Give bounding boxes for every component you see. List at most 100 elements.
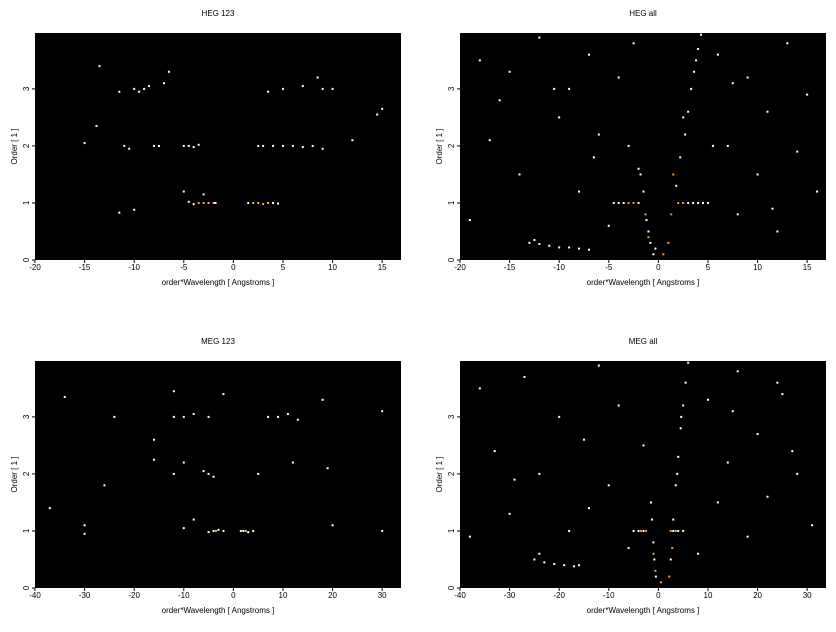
point: [706, 398, 709, 401]
point: [680, 415, 683, 418]
point: [281, 144, 284, 147]
point: [83, 524, 86, 527]
point: [553, 87, 556, 90]
point: [331, 524, 334, 527]
point: [128, 147, 131, 150]
point: [811, 524, 814, 527]
y-tick-label: 3: [447, 414, 456, 419]
point: [662, 253, 665, 256]
point: [682, 404, 685, 407]
point: [182, 415, 185, 418]
point: [508, 512, 511, 515]
point: [262, 203, 265, 206]
point: [597, 133, 600, 136]
point: [222, 529, 225, 532]
point: [207, 531, 210, 534]
point: [133, 87, 136, 90]
x-tick-label: -40: [454, 591, 466, 600]
panel-title: MEG all: [629, 337, 658, 346]
point: [468, 535, 471, 538]
x-tick-label: -15: [79, 263, 91, 272]
point: [498, 99, 501, 102]
point: [197, 201, 200, 204]
point: [573, 565, 576, 568]
x-tick-label: 20: [328, 591, 337, 600]
point: [153, 438, 156, 441]
plot-area: [35, 33, 401, 260]
point: [693, 70, 696, 73]
point: [796, 472, 799, 475]
point: [192, 203, 195, 206]
point: [627, 547, 630, 550]
point: [286, 413, 289, 416]
y-axis-label: Order [ 1 ]: [10, 456, 19, 492]
point: [568, 529, 571, 532]
point: [558, 116, 561, 119]
x-axis-label: order*Wavelength [ Angstroms ]: [162, 278, 275, 287]
point: [632, 529, 635, 532]
point: [597, 364, 600, 367]
point: [652, 552, 655, 555]
point: [247, 531, 250, 534]
point: [617, 404, 620, 407]
point: [316, 76, 319, 79]
y-tick-label: 2: [447, 471, 456, 476]
point: [212, 529, 215, 532]
point: [617, 201, 620, 204]
point: [766, 495, 769, 498]
point: [272, 201, 275, 204]
point: [277, 202, 280, 205]
point: [706, 201, 709, 204]
point: [118, 90, 121, 93]
point: [587, 53, 590, 56]
point: [277, 415, 280, 418]
x-tick-label: 0: [231, 263, 236, 272]
plot-area: [460, 361, 826, 588]
x-tick-label: -30: [79, 591, 91, 600]
point: [513, 478, 516, 481]
plot-area: [460, 33, 826, 260]
point: [726, 461, 729, 464]
point: [791, 450, 794, 453]
point: [687, 201, 690, 204]
x-tick-label: -10: [178, 591, 190, 600]
point: [746, 76, 749, 79]
point: [558, 246, 561, 249]
x-tick-label: -20: [128, 591, 140, 600]
point: [642, 190, 645, 193]
point: [697, 201, 700, 204]
point: [215, 529, 218, 532]
point: [548, 244, 551, 247]
point: [252, 201, 255, 204]
point: [267, 415, 270, 418]
point: [162, 82, 165, 85]
point: [736, 370, 739, 373]
point: [182, 461, 185, 464]
point: [257, 472, 260, 475]
point: [578, 247, 581, 250]
point: [702, 201, 705, 204]
x-axis-label: order*Wavelength [ Angstroms ]: [587, 606, 700, 615]
x-tick-label: 30: [803, 591, 812, 600]
x-tick-label: 15: [803, 263, 812, 272]
point: [281, 87, 284, 90]
point: [138, 90, 141, 93]
x-tick-label: -15: [504, 263, 516, 272]
point: [578, 190, 581, 193]
point: [675, 184, 678, 187]
point: [652, 253, 655, 256]
y-tick-label: 1: [22, 528, 31, 533]
point: [133, 208, 136, 211]
x-tick-label: -10: [553, 263, 565, 272]
point: [207, 415, 210, 418]
point: [776, 230, 779, 233]
point: [197, 143, 200, 146]
x-axis-label: order*Wavelength [ Angstroms ]: [587, 278, 700, 287]
point: [321, 87, 324, 90]
point: [645, 219, 648, 222]
point: [649, 501, 652, 504]
y-tick-label: 2: [22, 471, 31, 476]
point: [326, 467, 329, 470]
y-tick-label: 0: [22, 257, 31, 262]
x-tick-label: 10: [753, 263, 762, 272]
